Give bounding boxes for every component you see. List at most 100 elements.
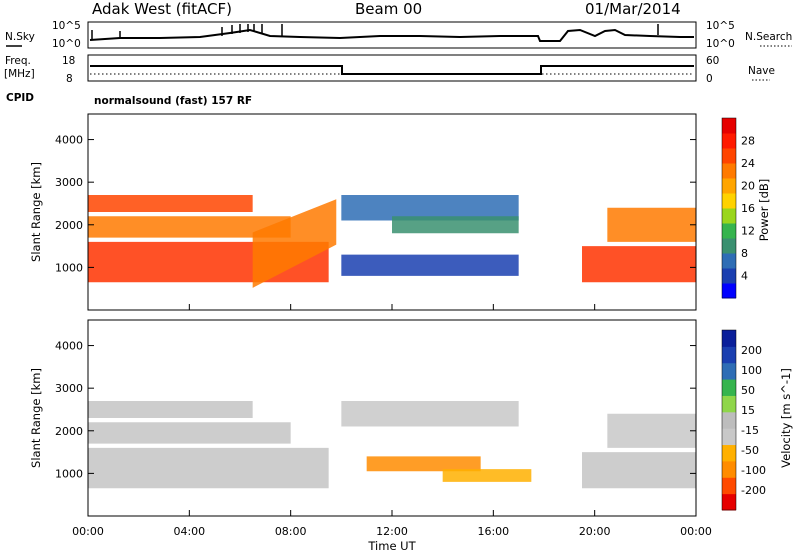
x-axis-label: Time UT — [367, 539, 416, 553]
echo-band — [341, 400, 519, 427]
echo-band — [252, 199, 337, 288]
echo-band — [341, 194, 519, 221]
colorbar-tick-label: -100 — [741, 464, 766, 477]
x-tick-label: 08:00 — [275, 525, 307, 538]
freq-line — [90, 65, 694, 75]
power-ylabel: Slant Range [km] — [29, 162, 43, 262]
echo-band — [341, 254, 519, 276]
colorbar-swatch — [722, 283, 736, 299]
colorbar-swatch — [722, 493, 736, 511]
velocity-panel: 1000 2000 3000 4000 Slant Range [km] — [29, 319, 697, 517]
nave-tick-top: 60 — [706, 55, 719, 67]
colorbar-swatch — [722, 148, 736, 164]
freq-tick-top: 18 — [62, 55, 75, 67]
echo-band — [582, 452, 696, 489]
echo-band — [442, 469, 532, 482]
nsky-tick-top: 10^5 — [52, 20, 81, 32]
power-colorbar-label: Power [dB] — [757, 179, 771, 242]
colorbar-swatch — [722, 346, 736, 364]
nsky-line — [89, 28, 694, 42]
x-tick-label: 00:00 — [72, 525, 104, 538]
colorbar-swatch — [722, 238, 736, 254]
nsky-label: N.Sky — [5, 31, 35, 43]
echo-band — [607, 413, 696, 448]
colorbar-swatch — [722, 428, 736, 446]
nsky-tick-bottom: 10^0 — [52, 38, 81, 50]
y-tick-label: 2000 — [55, 219, 83, 232]
colorbar-tick-label: -200 — [741, 484, 766, 497]
velocity-bands — [88, 400, 696, 489]
x-axis-ticks: 00:00 04:00 08:00 12:00 16:00 20:00 00:00 — [72, 304, 712, 538]
colorbar-tick-label: -50 — [741, 444, 759, 457]
colorbar-swatch — [722, 133, 736, 149]
colorbar-tick-label: 24 — [741, 157, 755, 170]
y-tick-label: 4000 — [55, 340, 83, 353]
colorbar-swatch — [722, 253, 736, 269]
y-tick-label: 4000 — [55, 134, 83, 147]
cpid-label: CPID — [6, 92, 34, 104]
x-tick-label: 12:00 — [376, 525, 408, 538]
y-tick-label: 3000 — [55, 382, 83, 395]
colorbar-swatch — [722, 395, 736, 413]
colorbar-swatch — [722, 379, 736, 396]
y-tick-label: 3000 — [55, 176, 83, 189]
date-label: 01/Mar/2014 — [585, 0, 681, 18]
colorbar-swatch — [722, 460, 736, 478]
velocity-yticks: 1000 2000 3000 4000 — [55, 340, 696, 480]
freq-tick-bottom: 8 — [66, 73, 73, 85]
echo-band — [582, 246, 696, 283]
colorbar-swatch — [722, 444, 736, 462]
colorbar-tick-label: 15 — [741, 404, 755, 417]
colorbar-tick-label: 200 — [741, 344, 762, 357]
echo-band — [88, 400, 253, 418]
y-tick-label: 1000 — [55, 467, 83, 480]
echo-band — [88, 194, 253, 212]
echo-band — [88, 216, 291, 238]
power-yticks: 1000 2000 3000 4000 — [55, 134, 696, 274]
echo-band — [88, 447, 329, 489]
power-panel: 1000 2000 3000 4000 Slant Range [km] — [29, 113, 697, 311]
nave-label: Nave — [748, 65, 775, 77]
colorbar-swatch — [722, 268, 736, 284]
x-tick-label: 04:00 — [173, 525, 205, 538]
colorbar-swatch — [722, 208, 736, 224]
y-tick-label: 2000 — [55, 425, 83, 438]
freq-label-2: [MHz] — [4, 68, 35, 80]
x-tick-label: 16:00 — [477, 525, 509, 538]
colorbar-swatch — [722, 330, 736, 347]
colorbar-tick-label: 50 — [741, 384, 755, 397]
echo-band — [88, 422, 291, 444]
power-colorbar: 28 24 20 16 12 8 4 Power [dB] — [721, 117, 771, 299]
nsky-panel — [87, 21, 697, 49]
power-bands — [88, 194, 696, 288]
colorbar-swatch — [722, 223, 736, 239]
velocity-ylabel: Slant Range [km] — [29, 368, 43, 468]
colorbar-swatch — [722, 163, 736, 179]
nsearch-label: N.Search — [745, 31, 792, 43]
colorbar-swatch — [722, 193, 736, 209]
velocity-colorbar: 200 100 50 15 -15 -50 -100 -200 Velocity [m s^-… — [721, 329, 793, 511]
colorbar-swatch — [722, 362, 736, 380]
freq-label-1: Freq. — [5, 55, 31, 67]
echo-band — [392, 216, 519, 234]
y-tick-label: 1000 — [55, 261, 83, 274]
colorbar-tick-label: 16 — [741, 202, 755, 215]
colorbar-tick-label: 100 — [741, 364, 762, 377]
beam-label: Beam 00 — [355, 0, 422, 18]
nsearch-tick-top: 10^5 — [706, 20, 735, 32]
echo-band — [607, 207, 696, 242]
x-tick-label: 00:00 — [680, 525, 712, 538]
colorbar-tick-label: 20 — [741, 180, 755, 193]
colorbar-swatch — [722, 178, 736, 194]
colorbar-tick-label: 12 — [741, 225, 755, 238]
echo-band — [366, 456, 481, 472]
nsearch-tick-bottom: 10^0 — [706, 38, 735, 50]
nsky-spikes — [91, 24, 659, 40]
colorbar-tick-label: 28 — [741, 135, 755, 148]
colorbar-tick-label: -15 — [741, 424, 759, 437]
colorbar-tick-label: 4 — [741, 270, 748, 283]
colorbar-swatch — [722, 477, 736, 495]
colorbar-swatch — [722, 411, 736, 429]
colorbar-swatch — [722, 118, 736, 134]
